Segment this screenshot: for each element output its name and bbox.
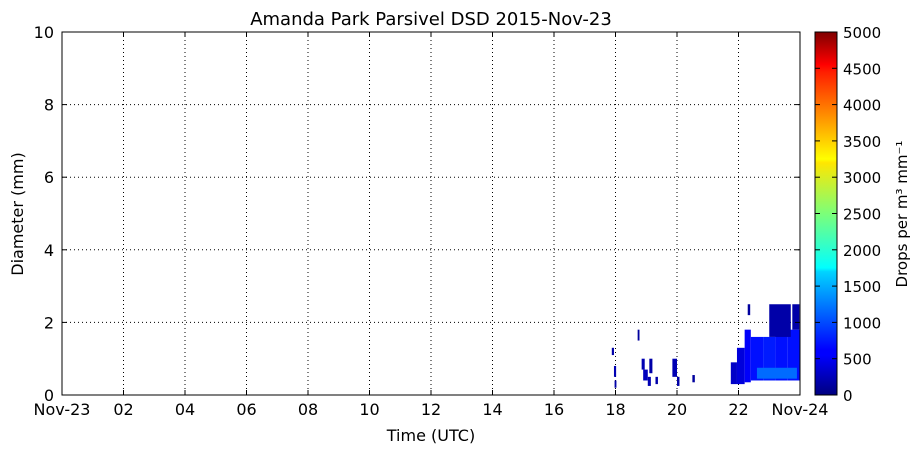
x-tick-label: 02: [113, 400, 133, 419]
dsd-cell: [736, 347, 745, 385]
y-axis-label: Diameter (mm): [8, 152, 27, 275]
colorbar-tick-label: 0: [843, 387, 853, 405]
x-axis-ticks: Nov-23 02 04 06 08 10 12 14 16 18 20 22 Nov-24: [34, 32, 829, 419]
dsd-cell: [744, 329, 751, 383]
colorbar-tick-label: 1000: [843, 314, 881, 332]
y-axis-ticks: 0 2 4 6 8 10: [34, 23, 800, 405]
x-tick-label: 16: [544, 400, 564, 419]
x-tick-label: 20: [667, 400, 687, 419]
x-tick-label: 04: [175, 400, 195, 419]
dsd-cell: [611, 347, 614, 356]
dsd-cell: [769, 304, 791, 337]
x-tick-label: 10: [359, 400, 379, 419]
dsd-cell: [614, 380, 617, 388]
colorbar-tick-label: 2000: [843, 242, 881, 260]
dsd-cell: [643, 369, 648, 381]
chart-title: Amanda Park Parsivel DSD 2015-Nov-23: [250, 9, 612, 30]
colorbar-label: Drops per m³ mm⁻¹: [893, 141, 911, 288]
dsd-cell: [677, 376, 680, 386]
y-tick-label: 10: [34, 23, 54, 42]
dsd-cell: [692, 375, 695, 383]
dsd-cell: [613, 365, 617, 377]
colorbar-tick-label: 4000: [843, 97, 881, 115]
dsd-cell: [747, 304, 751, 316]
y-tick-label: 4: [44, 241, 54, 260]
dsd-cell: [730, 362, 737, 385]
dsd-cell: [649, 358, 653, 374]
x-axis-label: Time (UTC): [386, 426, 475, 445]
dsd-cell: [637, 329, 640, 341]
colorbar-tick-label: 2500: [843, 206, 881, 224]
dsd-cell: [641, 358, 645, 370]
x-tick-label: Nov-23: [34, 400, 91, 419]
y-tick-label: 6: [44, 168, 54, 187]
x-tick-label: Nov-24: [772, 400, 829, 419]
dsd-cell: [792, 304, 800, 330]
x-tick-label: 22: [728, 400, 748, 419]
colorbar-tick-label: 3500: [843, 133, 881, 151]
dsd-cell: [756, 367, 797, 379]
dsd-cell: [655, 376, 658, 385]
y-tick-label: 0: [44, 386, 54, 405]
colorbar-tick-label: 4500: [843, 60, 881, 78]
colorbar-ticks: 0 500 1000 1500 2000 2500 3000 3500 4000 4500 5000: [815, 24, 881, 405]
grid-lines: [62, 32, 800, 395]
x-tick-label: 18: [605, 400, 625, 419]
x-tick-label: 14: [482, 400, 502, 419]
colorbar-tick-label: 500: [843, 351, 872, 369]
x-tick-label: 06: [236, 400, 256, 419]
x-tick-label: 08: [298, 400, 318, 419]
colorbar-tick-label: 3000: [843, 169, 881, 187]
x-tick-label: 12: [421, 400, 441, 419]
y-tick-label: 8: [44, 96, 54, 115]
dsd-cell: [647, 376, 651, 386]
y-tick-label: 2: [44, 313, 54, 332]
colorbar-tick-label: 1500: [843, 278, 881, 296]
colorbar-tick-label: 5000: [843, 24, 881, 42]
heatmap-cells: [611, 304, 800, 388]
dsd-cell: [672, 358, 677, 377]
